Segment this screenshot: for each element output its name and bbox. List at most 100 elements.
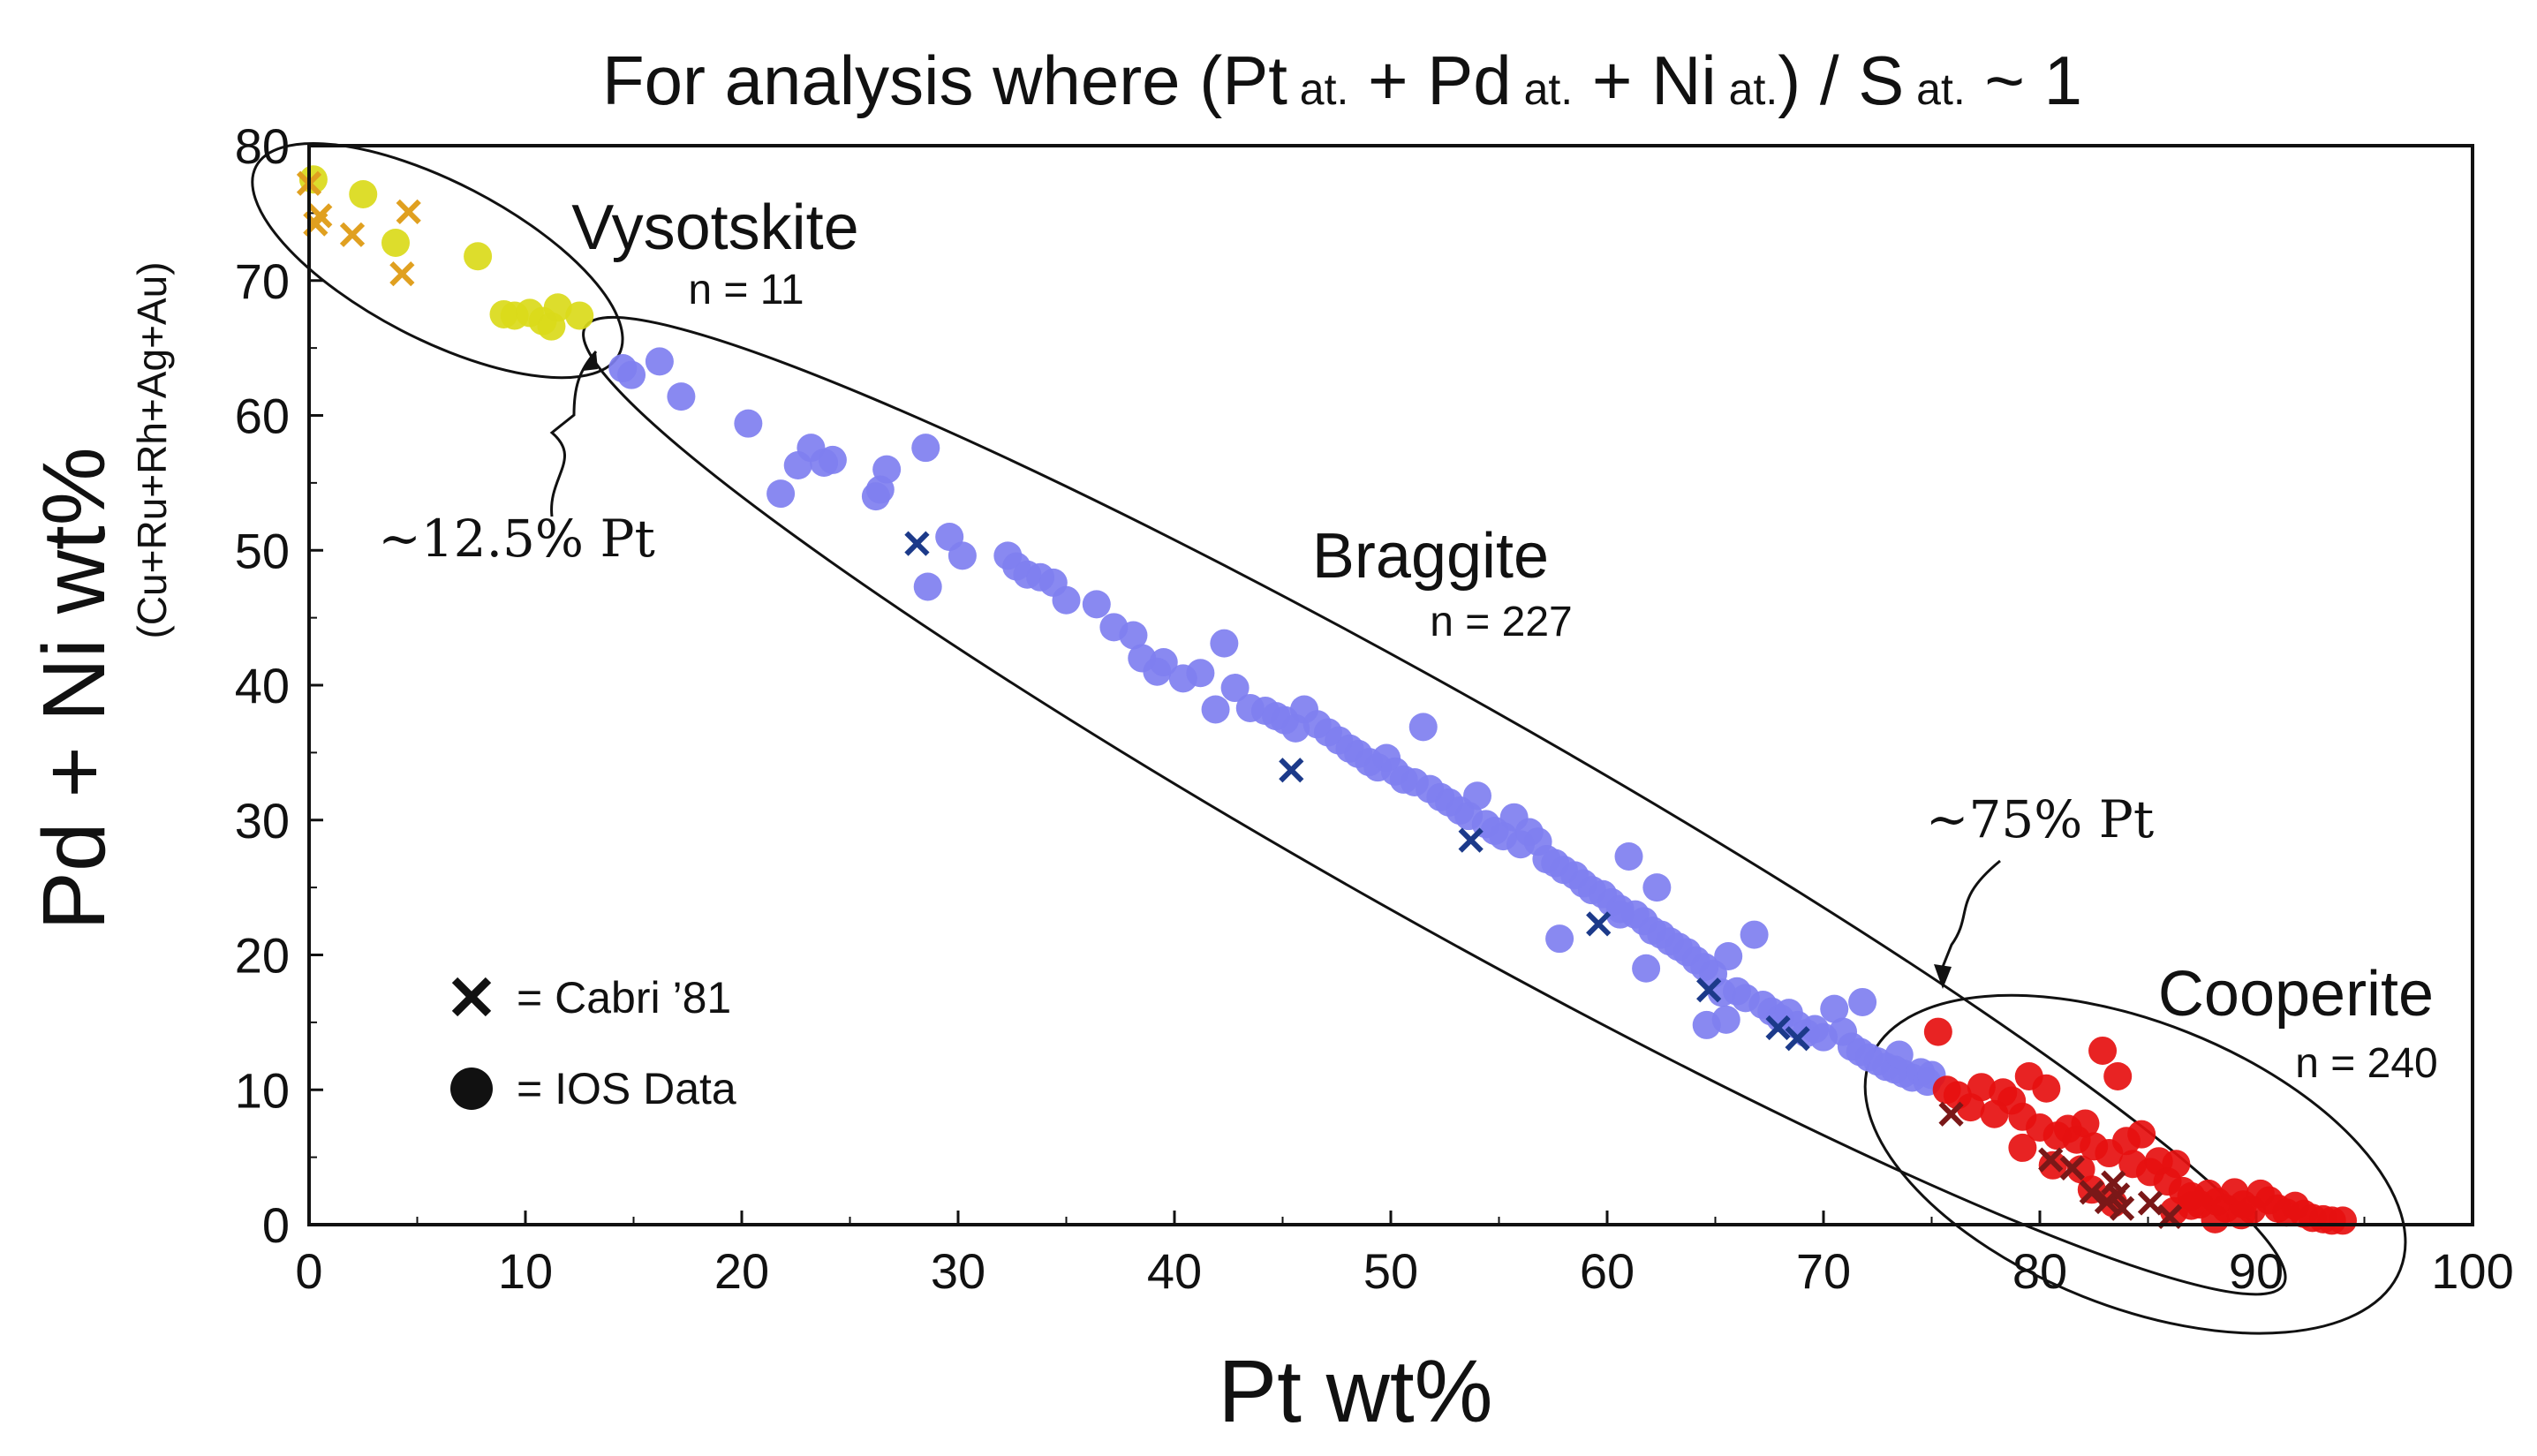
annotation-12-5-pt: ~12.5% Pt — [378, 509, 655, 569]
ios-point-vysotskite — [381, 228, 410, 257]
ios-point-cooperite — [2103, 1061, 2133, 1090]
legend: = Cabri ’81 = IOS Data — [450, 973, 736, 1113]
ios-point-cooperite — [1967, 1073, 1996, 1102]
ios-point-cooperite — [2071, 1109, 2100, 1138]
label-cooperite: Cooperite — [2158, 959, 2434, 1030]
cabri-point-vysotskite — [396, 199, 421, 224]
y-tick-label: 50 — [235, 523, 290, 578]
ios-point-braggite — [1052, 585, 1081, 615]
y-tick-label: 60 — [235, 389, 290, 444]
annotation-75-pt: ~75% Pt — [1926, 789, 2154, 849]
ios-point-braggite — [1082, 590, 1111, 619]
legend-cross-label: = Cabri ’81 — [517, 973, 731, 1022]
y-tick-label: 20 — [235, 928, 290, 984]
y-tick-label: 10 — [235, 1062, 290, 1118]
label-vysotskite: Vysotskite — [571, 192, 858, 263]
x-axis-label: Pt wt% — [1218, 1342, 1492, 1441]
ios-point-vysotskite — [349, 179, 378, 208]
ios-point-braggite — [1711, 1005, 1740, 1034]
x-tick-label: 50 — [1363, 1243, 1418, 1299]
ios-point-braggite — [1201, 695, 1230, 724]
x-tick-label: 30 — [931, 1243, 985, 1299]
ios-point-braggite — [1632, 954, 1661, 983]
plot-frame — [307, 144, 2474, 1226]
ios-point-vysotskite — [543, 293, 572, 322]
annotation-arrow-12-5 — [549, 350, 598, 517]
ios-point-cooperite — [1923, 1017, 1952, 1046]
ios-point-braggite — [1463, 781, 1491, 811]
legend-circle-icon — [450, 1067, 493, 1110]
ios-point-braggite — [1820, 994, 1849, 1023]
y-axis-label: Pd + Ni wt% — [25, 447, 124, 930]
legend-cross-icon — [451, 977, 492, 1017]
cabri-point-vysotskite — [307, 203, 333, 229]
x-tick-label: 70 — [1796, 1243, 1851, 1299]
ios-point-braggite — [1740, 920, 1769, 949]
ios-point-braggite — [865, 475, 895, 504]
ios-point-cooperite — [2032, 1074, 2061, 1103]
ios-point-cooperite — [2226, 1201, 2255, 1230]
ios-point-braggite — [1848, 987, 1877, 1016]
ios-point-braggite — [645, 347, 674, 376]
cabri-point-cooperite — [2038, 1147, 2064, 1173]
ios-point-braggite — [1642, 873, 1672, 902]
ios-point-braggite — [1220, 674, 1250, 703]
cabri-point-cooperite — [2059, 1155, 2085, 1181]
ios-point-braggite — [913, 572, 942, 601]
y-tick-label: 70 — [235, 253, 290, 309]
ios-point-cooperite — [2329, 1206, 2357, 1235]
ios-point-braggite — [734, 409, 763, 438]
n-braggite: n = 227 — [1430, 599, 1572, 645]
y-tick-label: 80 — [235, 118, 290, 174]
ios-point-vysotskite — [464, 242, 493, 271]
ios-point-braggite — [1605, 900, 1635, 929]
ios-point-braggite — [911, 434, 940, 463]
cabri-point-braggite — [1279, 758, 1304, 783]
x-tick-label: 80 — [2012, 1243, 2067, 1299]
group-ellipse-vysotskite — [251, 141, 624, 380]
ios-point-vysotskite — [565, 301, 594, 330]
ios-point-cooperite — [2201, 1204, 2230, 1233]
cabri-point-cooperite — [2079, 1180, 2104, 1205]
ios-point-cooperite — [2066, 1155, 2095, 1184]
ios-point-braggite — [766, 479, 796, 509]
cabri-point-braggite — [1696, 977, 1722, 1003]
ios-point-braggite — [667, 382, 696, 411]
y-axis-sublabel: (Cu+Ru+Rh+Ag+Au) — [129, 261, 175, 638]
x-tick-label: 10 — [498, 1243, 553, 1299]
ios-point-cooperite — [2088, 1036, 2118, 1065]
ios-point-braggite — [617, 360, 646, 389]
ios-point-braggite — [1884, 1040, 1914, 1069]
ios-point-braggite — [1545, 924, 1574, 954]
y-tick-label: 0 — [262, 1197, 290, 1253]
ios-point-cooperite — [2177, 1191, 2206, 1220]
x-tick-label: 0 — [295, 1243, 322, 1299]
n-vysotskite: n = 11 — [688, 267, 804, 313]
label-braggite: Braggite — [1312, 521, 1549, 592]
arrowhead-75 — [1934, 964, 1952, 989]
ios-point-braggite — [1119, 621, 1148, 650]
legend-circle-label: = IOS Data — [517, 1064, 736, 1113]
ios-point-braggite — [1408, 713, 1438, 742]
cabri-point-braggite — [1765, 1015, 1791, 1041]
ios-point-cooperite — [2162, 1150, 2191, 1179]
cabri-point-braggite — [1458, 827, 1484, 853]
x-tick-label: 40 — [1147, 1243, 1202, 1299]
cabri-point-braggite — [904, 531, 930, 556]
cabri-point-vysotskite — [389, 260, 415, 287]
ios-point-braggite — [1210, 629, 1239, 658]
x-tick-label: 20 — [714, 1243, 769, 1299]
y-tick-label: 30 — [235, 793, 290, 849]
x-tick-label: 60 — [1580, 1243, 1635, 1299]
y-tick-label: 40 — [235, 658, 290, 713]
n-cooperite: n = 240 — [2295, 1040, 2437, 1087]
ios-point-braggite — [1714, 942, 1743, 971]
ios-point-braggite — [1149, 648, 1178, 677]
data-points — [296, 165, 2357, 1235]
ios-point-cooperite — [2008, 1133, 2037, 1162]
cabri-point-cooperite — [1938, 1101, 1964, 1127]
annotation-arrow-75 — [1941, 859, 2001, 968]
